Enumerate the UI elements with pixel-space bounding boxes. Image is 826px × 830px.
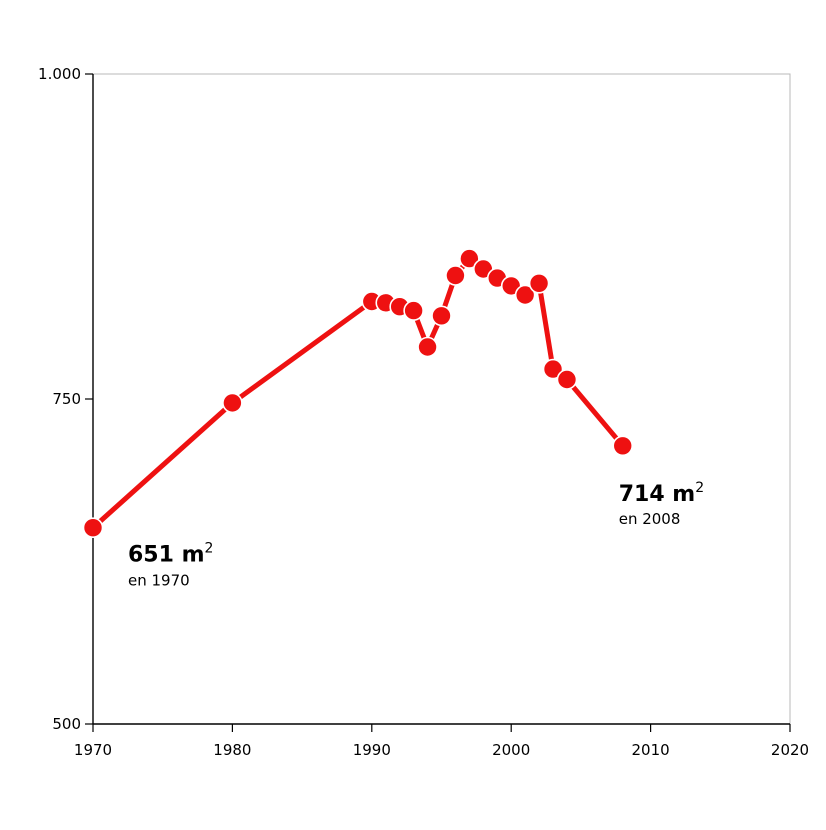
annotation-subtitle: en 2008 <box>619 510 681 528</box>
data-point <box>222 392 243 414</box>
series-layer <box>82 248 634 539</box>
annotation-value: 651 m2 <box>128 541 213 568</box>
data-point <box>514 284 536 306</box>
data-point <box>542 358 564 380</box>
x-tick-label: 2000 <box>492 741 530 759</box>
data-point <box>612 435 634 457</box>
data-point <box>431 305 452 327</box>
series-line <box>90 256 626 531</box>
data-point <box>417 336 438 358</box>
annotation-value: 714 m2 <box>619 480 704 507</box>
y-tick-label: 1.000 <box>38 65 81 83</box>
y-tick-label: 750 <box>52 390 81 408</box>
x-tick-label: 1970 <box>74 741 112 759</box>
x-tick-label: 2010 <box>632 741 670 759</box>
annotation-subtitle: en 1970 <box>128 572 190 590</box>
axes: 500 750 1.000 1970 1980 1990 2000 2010 2020 <box>38 65 809 759</box>
data-point <box>459 248 480 269</box>
x-tick-label: 1990 <box>353 741 391 759</box>
data-point <box>445 265 466 286</box>
data-point <box>82 517 104 539</box>
plot-frame <box>92 73 791 725</box>
data-point <box>528 272 550 294</box>
y-tick-label: 500 <box>52 715 81 733</box>
data-point <box>556 369 578 390</box>
x-tick-label: 1980 <box>213 741 251 759</box>
data-point <box>403 300 424 321</box>
x-tick-label: 2020 <box>771 741 809 759</box>
annotation-layer: 651 m2 en 1970 714 m2 en 2008 <box>128 480 704 590</box>
